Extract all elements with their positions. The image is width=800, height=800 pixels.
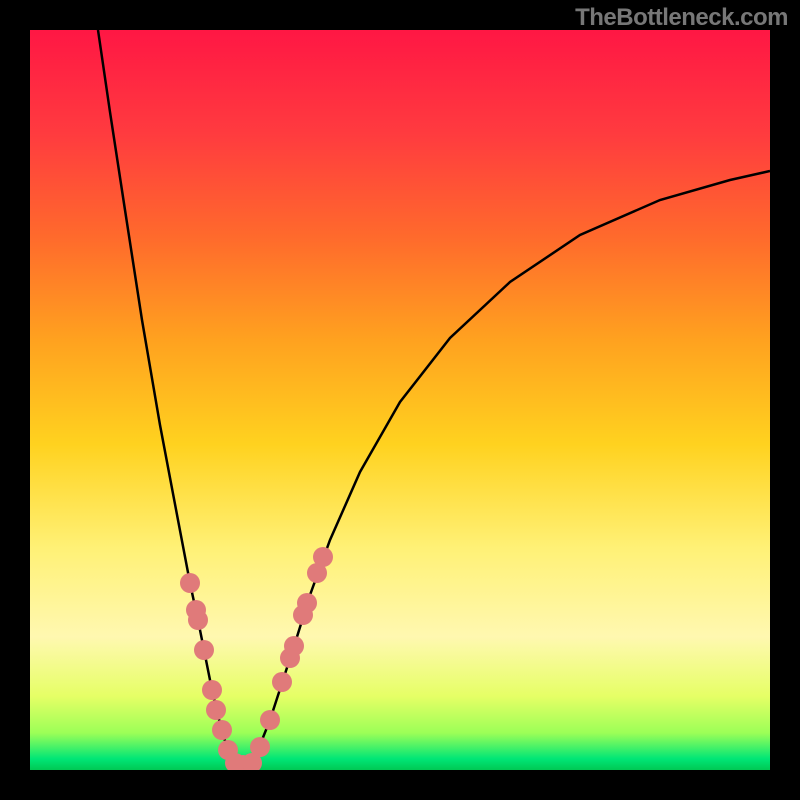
curve-marker: [202, 680, 222, 700]
curve-marker: [250, 737, 270, 757]
chart-frame: TheBottleneck.com: [0, 0, 800, 800]
curve-marker: [284, 636, 304, 656]
curve-marker: [212, 720, 232, 740]
curve-marker: [272, 672, 292, 692]
curve-marker: [180, 573, 200, 593]
watermark-text: TheBottleneck.com: [575, 4, 788, 32]
curve-marker: [188, 610, 208, 630]
plot-area: [30, 30, 770, 770]
curve-marker: [206, 700, 226, 720]
curve-marker: [313, 547, 333, 567]
bottleneck-chart-svg: [30, 30, 770, 770]
curve-marker: [297, 593, 317, 613]
curve-marker: [260, 710, 280, 730]
curve-marker: [194, 640, 214, 660]
